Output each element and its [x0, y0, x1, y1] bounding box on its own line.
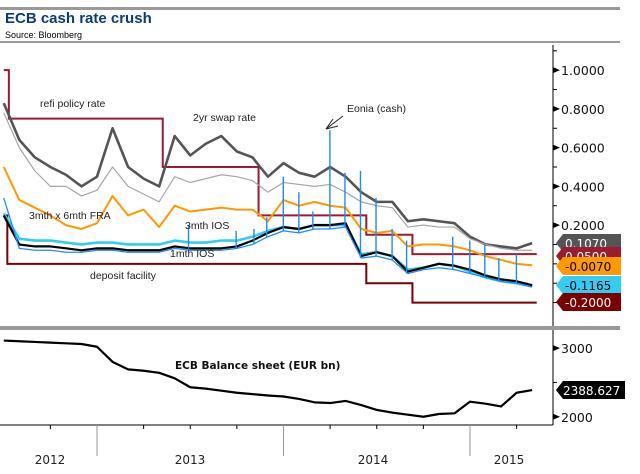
annotation-3mth-ios: 3mth IOS: [185, 220, 229, 232]
last-value-flag: [556, 257, 621, 275]
eonia-arrow-icon: [325, 115, 344, 130]
y-tick-marker: [553, 105, 560, 112]
last-value-label: -0.1165: [565, 279, 611, 293]
y-tick-marker: [553, 413, 560, 420]
last-value-flag: [556, 293, 621, 311]
x-tick-label: 2015: [494, 453, 525, 467]
chart-source: Source: Bloomberg: [5, 30, 82, 40]
bottom-panel-title: ECB Balance sheet (EUR bn): [175, 360, 340, 372]
annotation-fra: 3mth x 6mth FRA: [29, 210, 111, 222]
series-line-grey-1: [3, 112, 533, 251]
last-value-flag: [556, 381, 625, 400]
last-value-label: 2388.627: [563, 384, 620, 398]
chart-title: ECB cash rate crush: [5, 10, 152, 27]
y-tick-label: 0.2000: [561, 218, 605, 233]
y-tick-marker: [553, 345, 560, 352]
y-tick-label: 0.4000: [561, 179, 605, 194]
header-top-rule: [0, 7, 620, 10]
x-tick-label: 2012: [35, 453, 66, 467]
annotation-swap: 2yr swap rate: [193, 112, 256, 124]
annotation-refi: refi policy rate: [40, 98, 106, 110]
annotation-eonia: Eonia (cash): [347, 103, 406, 115]
y-tick-label: 0.8000: [561, 102, 605, 117]
y-tick-marker: [553, 67, 560, 74]
balance-sheet-line: [3, 339, 533, 418]
y-tick-label: 1.0000: [561, 63, 605, 78]
y-tick-label: 3000: [561, 341, 593, 356]
last-value-label: -0.0070: [565, 260, 611, 274]
x-tick-label: 2013: [175, 453, 206, 467]
y-tick-marker: [553, 144, 560, 151]
annotation-1mth-ios: 1mth IOS: [170, 248, 214, 260]
panel-separator: [0, 326, 620, 330]
y-tick-label: 0.6000: [561, 141, 605, 156]
x-tick-label: 2014: [358, 453, 389, 467]
y-tick-label: 2000: [561, 410, 593, 425]
series-line-3mth-x-6mth-fra: [2, 166, 533, 267]
last-value-label: -0.2000: [565, 296, 611, 310]
bottom-panel: 3000 2000 2388.627 2012 2013 2014 2015: [0, 326, 625, 467]
last-value-flag: [556, 276, 621, 294]
series-line-1mth-ios: [2, 214, 533, 287]
series-line-eonia-cash-: [3, 197, 533, 288]
y-tick-marker: [553, 183, 560, 190]
step-line-refi-policy-rate: [3, 69, 537, 256]
top-panel: 1.00000.80000.60000.40000.20000.10700.05…: [2, 45, 621, 425]
header-bottom-rule: [0, 41, 620, 43]
annotation-deposit: deposit facility: [90, 270, 157, 282]
series-line-2yr-swap-rate: [2, 102, 533, 250]
y-tick-marker: [553, 222, 560, 229]
